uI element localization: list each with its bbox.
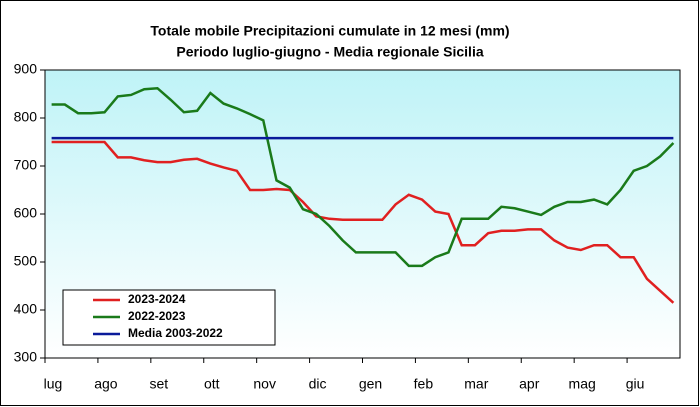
legend-label: 2023-2024 [128,292,186,306]
x-tick-label: ago [94,376,118,392]
legend-label: Media 2003-2022 [128,326,223,340]
chart-title: Totale mobile Precipitazioni cumulate in… [150,23,509,39]
x-tick-label: nov [253,376,276,392]
x-tick-label: giu [626,376,645,392]
x-tick-label: set [149,376,168,392]
x-tick-label: dic [309,376,327,392]
x-tick-label: gen [359,376,382,392]
y-tick-label: 400 [14,301,38,317]
y-tick-label: 800 [14,109,38,125]
legend-label: 2022-2023 [128,309,186,323]
x-tick-label: mag [569,376,596,392]
y-tick-label: 600 [14,205,38,221]
y-tick-label: 300 [14,349,38,365]
x-tick-label: mar [464,376,488,392]
x-tick-label: apr [519,376,540,392]
series-line [51,140,675,304]
x-tick-label: ott [204,376,220,392]
y-tick-label: 700 [14,157,38,173]
y-tick-label: 900 [14,61,38,77]
series-line [51,86,675,268]
x-tick-label: lug [44,376,63,392]
y-tick-label: 500 [14,253,38,269]
x-tick-label: feb [414,376,434,392]
chart-subtitle: Periodo luglio-giugno - Media regionale … [176,44,483,60]
